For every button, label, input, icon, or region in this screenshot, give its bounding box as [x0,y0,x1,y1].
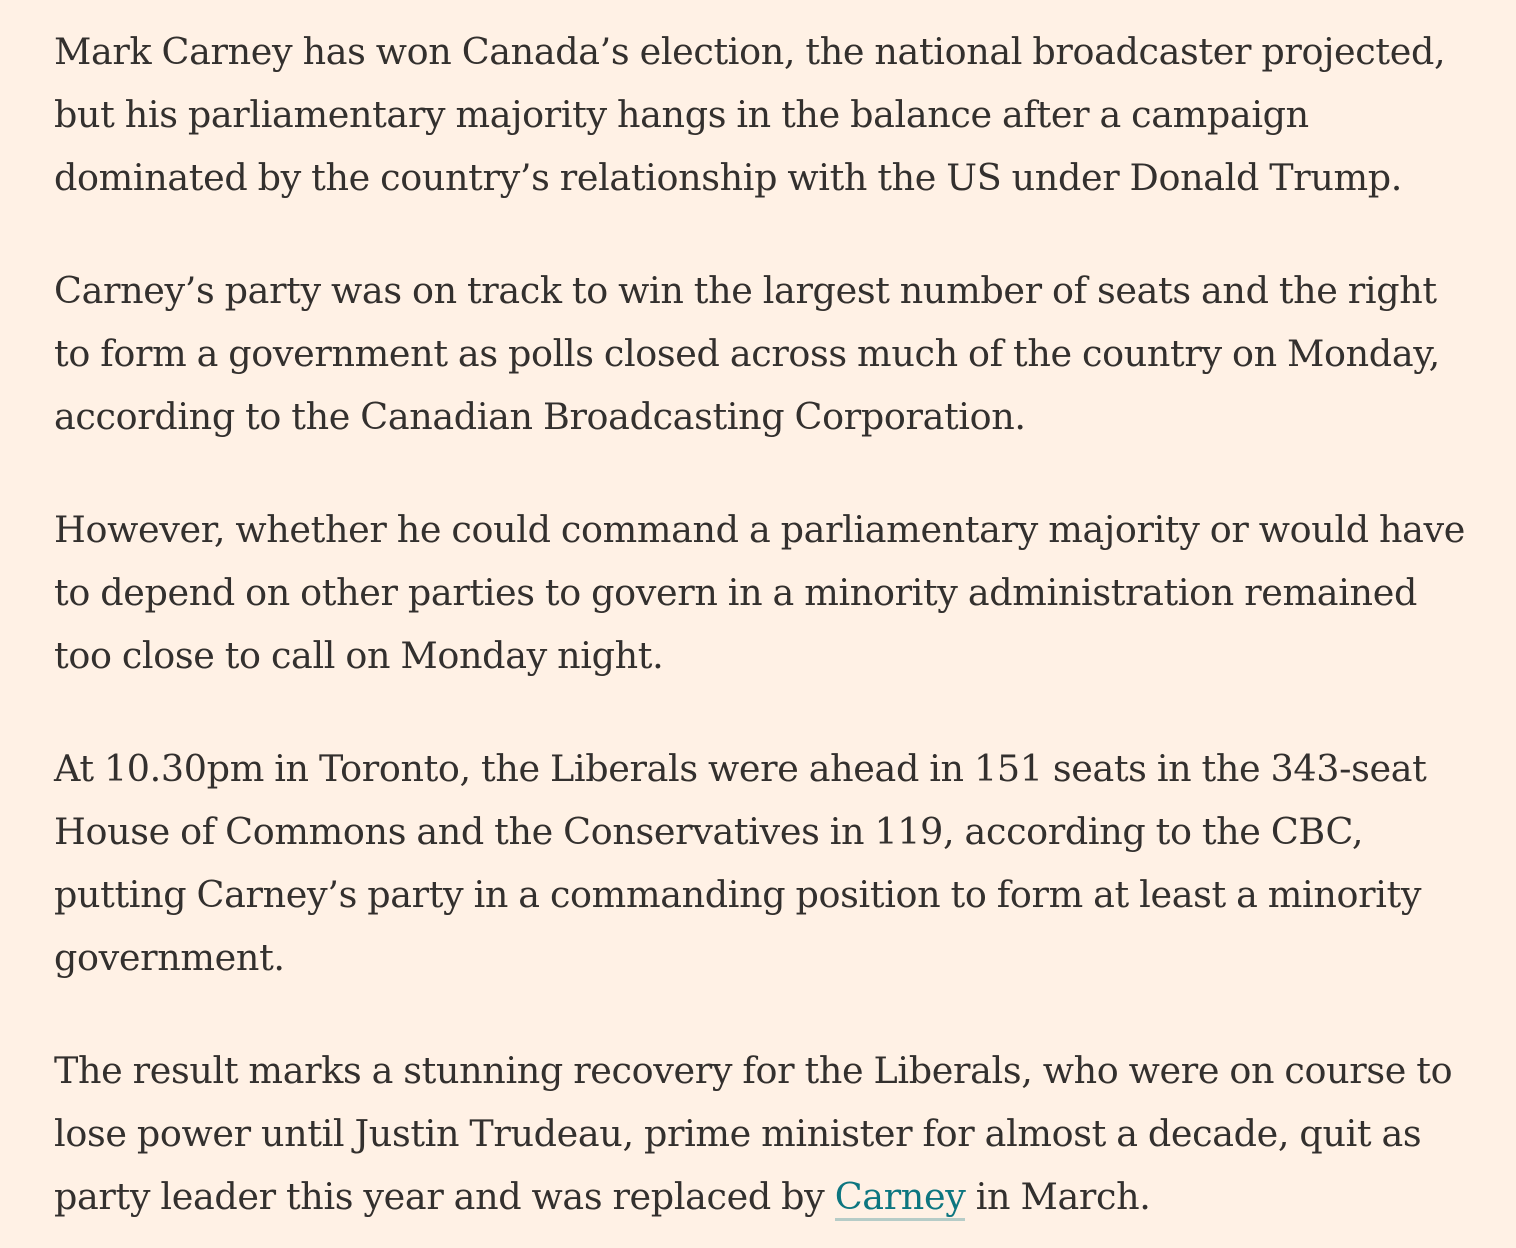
paragraph-4: At 10.30pm in Toronto, the Liberals were… [54,747,1427,979]
paragraph-2: Carney’s party was on track to win the l… [54,269,1440,438]
paragraph-1: Mark Carney has won Canada’s election, t… [54,30,1446,199]
paragraph-5-text-before-link: The result marks a stunning recovery for… [54,1049,1453,1218]
paragraph-3: However, whether he could command a parl… [54,508,1466,677]
article-body: Mark Carney has won Canada’s election, t… [54,20,1474,1228]
carney-link[interactable]: Carney [834,1175,966,1221]
paragraph-5-text-after-link: in March. [965,1175,1151,1218]
paragraph-5: The result marks a stunning recovery for… [54,1039,1474,1228]
